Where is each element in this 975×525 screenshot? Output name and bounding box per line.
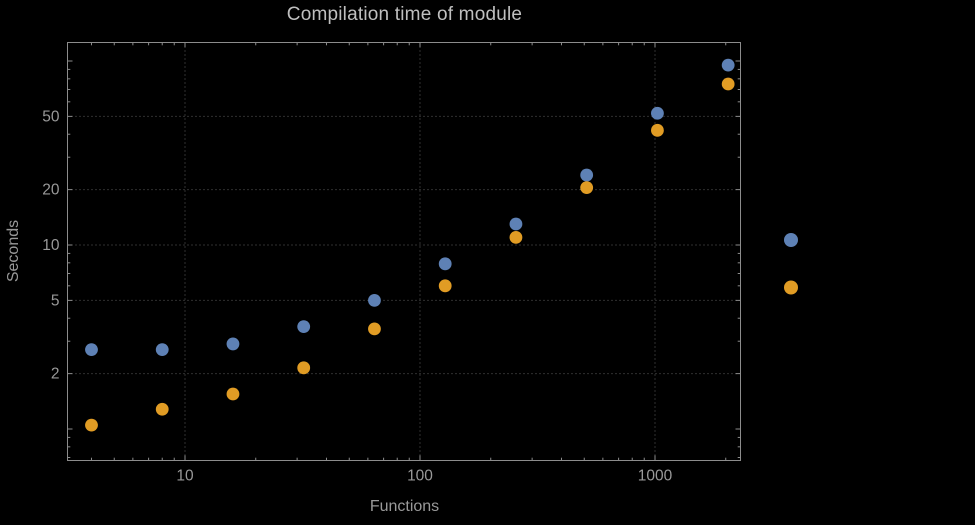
data-point-orange	[721, 77, 735, 91]
data-point-orange	[509, 230, 523, 244]
legend-marker-blue	[784, 233, 798, 247]
data-point-blue	[651, 106, 664, 120]
data-point-orange	[297, 361, 311, 375]
y-tick-label: 5	[51, 292, 60, 309]
data-point-orange	[155, 402, 169, 416]
data-point-blue	[155, 343, 169, 357]
y-axis-label: Seconds	[5, 219, 22, 283]
data-point-blue	[297, 320, 311, 334]
data-point-orange	[226, 387, 240, 401]
y-tick-label: 20	[42, 182, 60, 199]
x-axis-label: Functions	[369, 498, 440, 515]
data-point-orange	[438, 279, 452, 293]
x-tick-label: 1000	[638, 468, 673, 485]
data-point-blue	[85, 343, 98, 357]
legend-marker-orange	[784, 280, 798, 295]
y-tick-label: 10	[42, 237, 60, 254]
data-point-blue	[509, 217, 523, 231]
data-point-blue	[368, 293, 381, 307]
data-point-blue	[226, 337, 240, 351]
chart-title: Compilation time of module	[286, 4, 523, 25]
data-point-blue	[438, 257, 452, 271]
data-point-blue	[721, 58, 735, 72]
data-point-orange	[580, 181, 594, 195]
data-point-orange	[368, 322, 381, 336]
x-tick-label: 100	[407, 468, 433, 485]
y-tick-label: 2	[51, 366, 60, 383]
y-tick-label: 50	[42, 108, 60, 125]
data-point-orange	[85, 418, 98, 432]
plot-frame	[67, 42, 741, 461]
x-tick-label: 10	[176, 468, 194, 485]
data-point-blue	[580, 168, 594, 182]
data-point-orange	[651, 123, 664, 137]
